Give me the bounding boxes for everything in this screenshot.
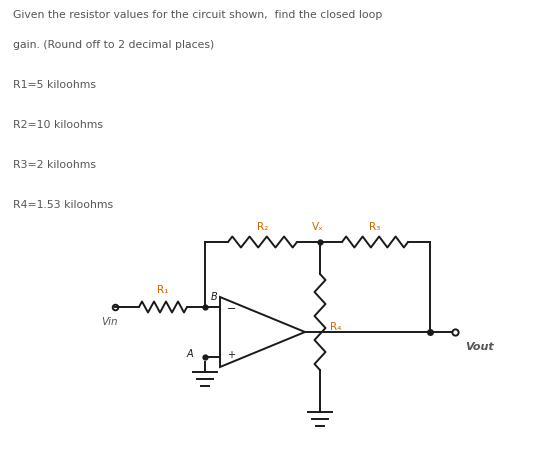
Text: R₃: R₃ <box>369 222 381 232</box>
Text: R₂: R₂ <box>257 222 268 232</box>
Text: A: A <box>187 349 193 359</box>
Text: Vₓ: Vₓ <box>312 222 324 232</box>
Text: B: B <box>211 292 218 302</box>
Text: +: + <box>227 350 235 360</box>
Text: R2=10 kiloohms: R2=10 kiloohms <box>13 120 103 130</box>
Text: R4=1.53 kiloohms: R4=1.53 kiloohms <box>13 200 113 210</box>
Text: Vout: Vout <box>465 342 494 352</box>
Text: R1=5 kiloohms: R1=5 kiloohms <box>13 80 96 90</box>
Text: R₄: R₄ <box>330 322 342 332</box>
Text: Given the resistor values for the circuit shown,  find the closed loop: Given the resistor values for the circui… <box>13 10 382 20</box>
Text: R₁: R₁ <box>157 285 169 295</box>
Text: gain. (Round off to 2 decimal places): gain. (Round off to 2 decimal places) <box>13 40 214 50</box>
Text: −: − <box>227 304 237 314</box>
Text: R3=2 kiloohms: R3=2 kiloohms <box>13 160 96 170</box>
Text: Vin: Vin <box>102 317 118 327</box>
